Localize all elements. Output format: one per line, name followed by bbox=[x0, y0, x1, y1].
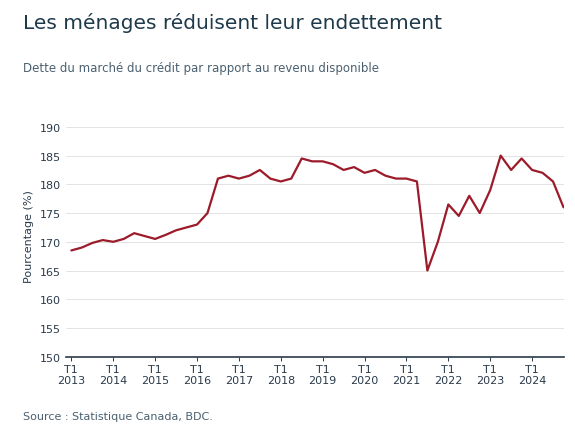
Y-axis label: Pourcentage (%): Pourcentage (%) bbox=[24, 190, 34, 283]
Text: Les ménages réduisent leur endettement: Les ménages réduisent leur endettement bbox=[23, 13, 442, 33]
Text: Dette du marché du crédit par rapport au revenu disponible: Dette du marché du crédit par rapport au… bbox=[23, 62, 379, 75]
Text: Source : Statistique Canada, BDC.: Source : Statistique Canada, BDC. bbox=[23, 412, 213, 421]
